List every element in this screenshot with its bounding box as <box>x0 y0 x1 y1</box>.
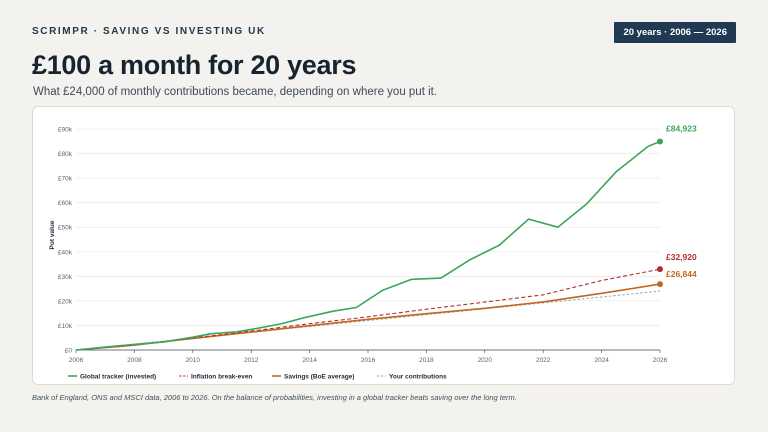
y-tick-label: £40k <box>58 249 73 256</box>
series-line-global-tracker-invested <box>75 140 661 351</box>
y-tick-label: £10k <box>58 323 73 330</box>
source-footnote: Bank of England, ONS and MSCI data, 2006… <box>32 393 517 402</box>
x-tick-label: 2010 <box>186 357 201 364</box>
period-badge: 20 years · 2006 — 2026 <box>614 22 736 43</box>
x-tick-label: 2022 <box>536 357 551 364</box>
x-tick-label: 2018 <box>419 357 434 364</box>
x-tick-label: 2020 <box>478 357 493 364</box>
series-lines <box>75 138 663 351</box>
end-point-global-tracker-invested <box>657 138 663 145</box>
x-tick-label: 2006 <box>69 357 84 364</box>
grid-lines <box>76 128 660 326</box>
axes: £0 £10k £20k £30k £40k £50k £60k £70k £80k £90k 20… <box>58 127 668 365</box>
x-tick-label: 2024 <box>594 357 609 364</box>
y-tick-label: £20k <box>58 298 73 305</box>
legend-item-label: Global tracker (invested) <box>80 374 156 381</box>
data-label: £84,923 <box>666 123 697 133</box>
x-tick-label: 2026 <box>653 357 668 364</box>
x-tick-label: 2014 <box>302 357 317 364</box>
y-tick-label: £50k <box>58 225 73 232</box>
chart-card: £0 £10k £20k £30k £40k £50k £60k £70k £80k £90k 20… <box>32 106 735 385</box>
x-tick-label: 2016 <box>361 357 376 364</box>
end-labels: £84,923 £32,920 £26,844 <box>666 123 697 279</box>
y-tick-label: £60k <box>58 200 73 207</box>
series-line-your-contributions <box>75 290 661 351</box>
series-line-inflation-break-even <box>75 268 661 351</box>
x-tick-label: 2008 <box>127 357 142 364</box>
end-point-savings-boe-average <box>657 281 663 288</box>
legend-item-label: Inflation break-even <box>191 374 252 381</box>
y-tick-label: £0 <box>65 348 73 355</box>
line-chart: £0 £10k £20k £30k £40k £50k £60k £70k £80k £90k 20… <box>49 123 697 381</box>
legend-item-label: Savings (BoE average) <box>284 374 354 381</box>
legend-item-label: Your contributions <box>389 374 447 381</box>
y-axis-label: Pot value <box>49 220 56 249</box>
legend: Global tracker (invested) Inflation break… <box>68 374 447 381</box>
brand-label: SCRIMPR · SAVING VS INVESTING UK <box>32 26 266 37</box>
y-tick-label: £30k <box>58 274 73 281</box>
y-tick-label: £80k <box>58 151 73 158</box>
y-tick-label: £70k <box>58 176 73 183</box>
page-subtitle: What £24,000 of monthly contributions be… <box>33 86 438 98</box>
data-label: £32,920 <box>666 252 697 262</box>
y-tick-label: £90k <box>58 127 73 134</box>
x-tick-label: 2012 <box>244 357 259 364</box>
end-point-inflation-break-even <box>657 266 663 273</box>
data-label: £26,844 <box>666 269 697 279</box>
page-title: £100 a month for 20 years <box>32 50 357 80</box>
